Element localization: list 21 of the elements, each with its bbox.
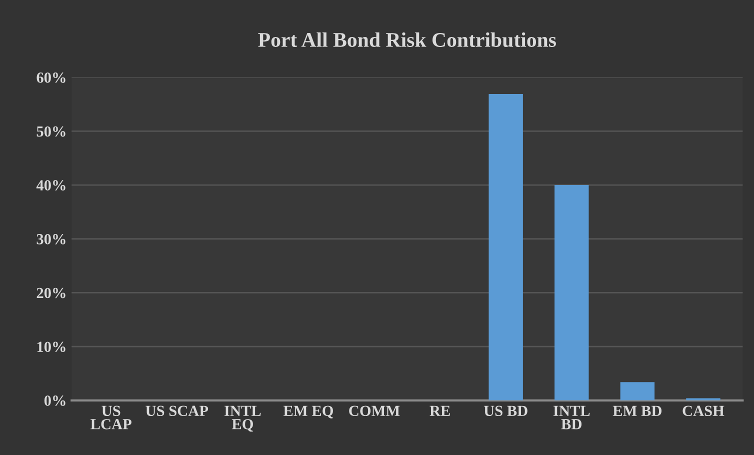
y-tick-label: 60% xyxy=(36,72,66,83)
x-tick-label: EM BD xyxy=(612,406,662,416)
y-tick-label: 20% xyxy=(36,288,66,298)
y-tick-label: 30% xyxy=(36,234,66,244)
x-tick-label: RE xyxy=(430,406,450,416)
bar xyxy=(554,185,589,400)
bar xyxy=(620,382,655,400)
y-tick-label: 10% xyxy=(37,342,66,352)
y-tick-label: 0% xyxy=(44,396,66,406)
x-tick-label: US LCAP xyxy=(90,406,132,430)
x-tick-label: COMM xyxy=(349,406,400,416)
x-tick-label: INTL BD xyxy=(553,406,590,430)
x-tick-label: INTL EQ xyxy=(224,406,261,432)
y-tick-label: 40% xyxy=(36,180,66,191)
x-tick-label: EM EQ xyxy=(283,406,334,418)
y-tick-label: 50% xyxy=(36,126,66,137)
x-tick-label: US BD xyxy=(484,406,528,416)
chart-title: Port All Bond Risk Contributions xyxy=(258,32,556,48)
x-tick-label: US SCAP xyxy=(146,406,208,416)
x-tick-label: CASH xyxy=(682,406,724,416)
bar xyxy=(488,94,523,400)
